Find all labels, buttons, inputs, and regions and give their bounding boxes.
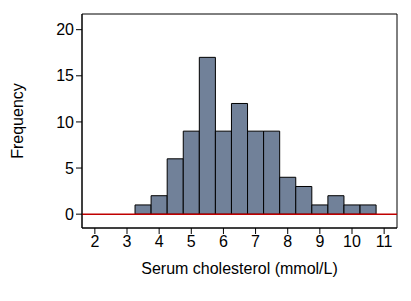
svg-text:9: 9 <box>315 233 324 250</box>
svg-text:7: 7 <box>251 233 260 250</box>
svg-text:0: 0 <box>65 206 74 223</box>
svg-text:11: 11 <box>376 233 393 250</box>
svg-text:2: 2 <box>90 233 99 250</box>
svg-text:Serum cholesterol (mmol/L): Serum cholesterol (mmol/L) <box>141 260 338 277</box>
svg-text:5: 5 <box>187 233 196 250</box>
svg-text:10: 10 <box>343 233 361 250</box>
svg-text:3: 3 <box>123 233 132 250</box>
svg-text:15: 15 <box>56 67 74 84</box>
svg-text:5: 5 <box>65 160 74 177</box>
svg-text:Frequency: Frequency <box>9 83 26 159</box>
svg-text:10: 10 <box>56 114 74 131</box>
svg-text:8: 8 <box>283 233 292 250</box>
svg-text:6: 6 <box>219 233 228 250</box>
svg-text:4: 4 <box>155 233 164 250</box>
svg-text:20: 20 <box>56 21 74 38</box>
